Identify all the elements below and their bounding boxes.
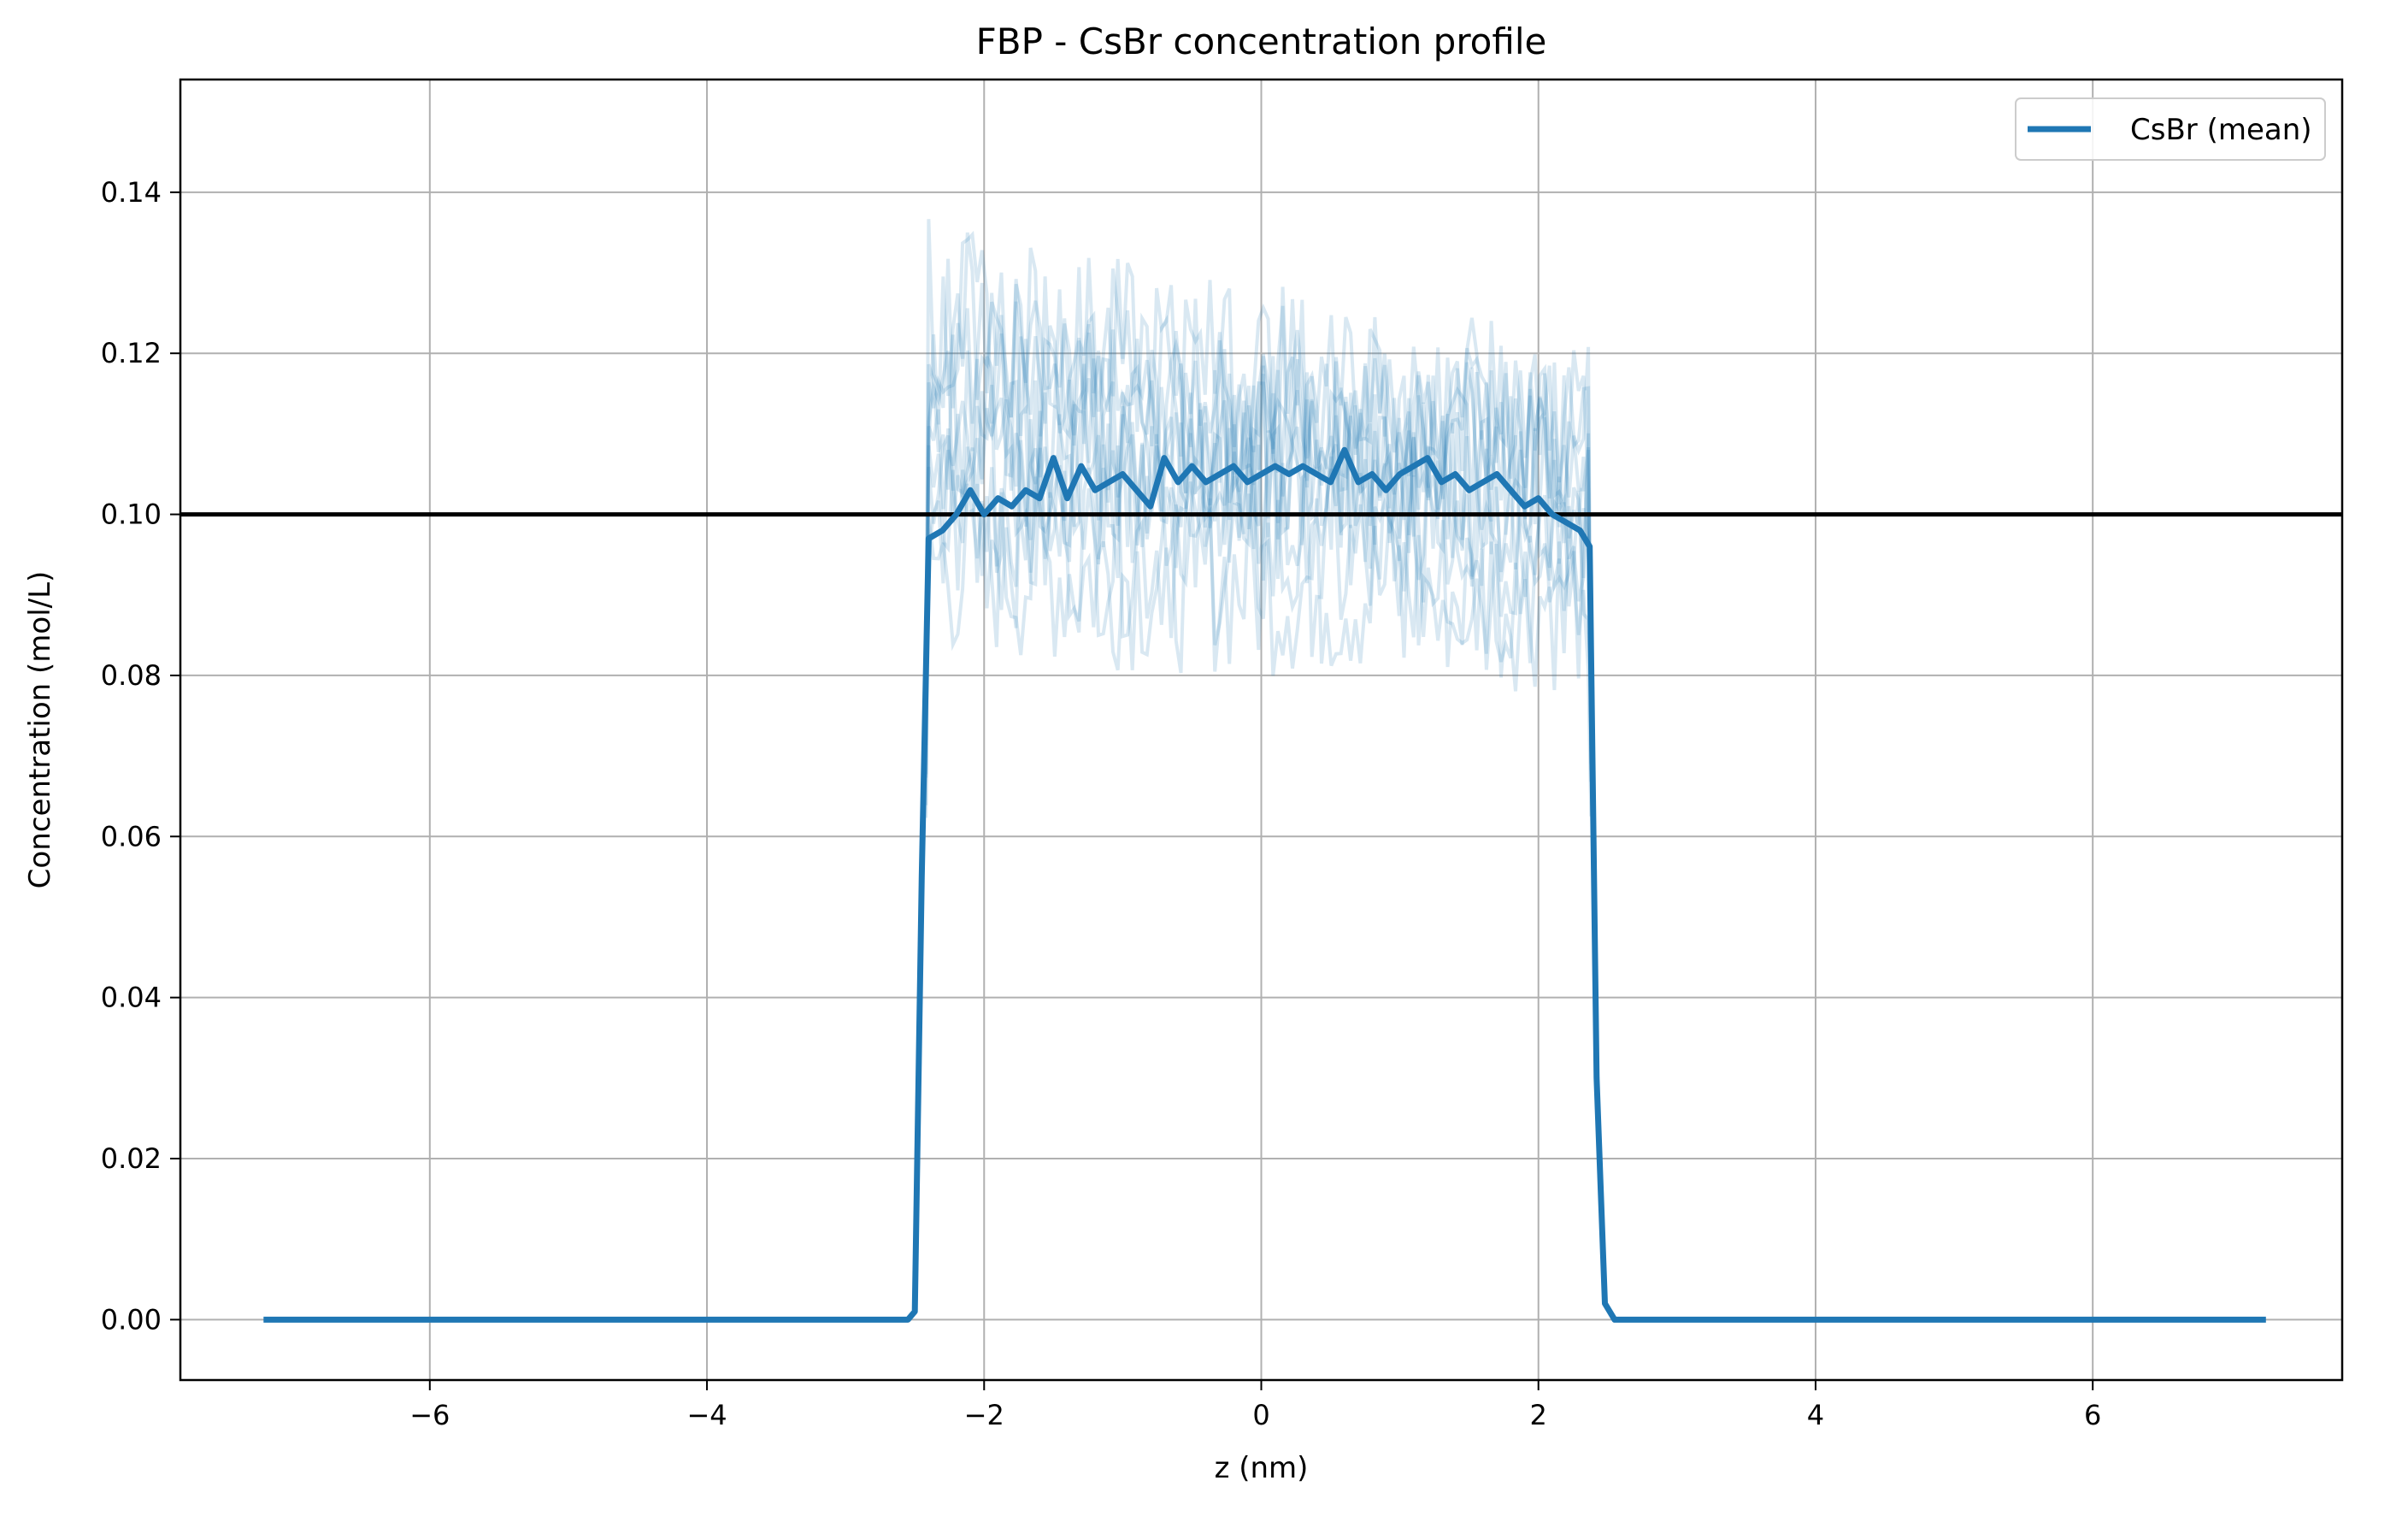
y-tick-label: 0.14 xyxy=(101,176,162,209)
x-tick-label: −6 xyxy=(409,1399,450,1431)
x-tick-label: 6 xyxy=(2084,1399,2101,1431)
chart-title: FBP - CsBr concentration profile xyxy=(976,21,1547,62)
x-tick-label: −2 xyxy=(964,1399,1004,1431)
x-tick-label: −4 xyxy=(686,1399,727,1431)
x-axis-label: z (nm) xyxy=(1215,1451,1309,1485)
x-tick-label: 0 xyxy=(1252,1399,1269,1431)
legend: CsBr (mean) xyxy=(2016,98,2325,160)
y-tick-label: 0.06 xyxy=(101,820,162,852)
y-tick-label: 0.00 xyxy=(101,1303,162,1336)
y-tick-label: 0.04 xyxy=(101,982,162,1014)
x-tick-label: 2 xyxy=(1530,1399,1547,1431)
x-tick-label: 4 xyxy=(1807,1399,1824,1431)
y-axis-label: Concentration (mol/L) xyxy=(23,571,57,889)
legend-label-csbr-mean: CsBr (mean) xyxy=(2130,113,2312,147)
y-tick-label: 0.10 xyxy=(101,498,162,531)
y-tick-label: 0.02 xyxy=(101,1142,162,1175)
y-tick-label: 0.08 xyxy=(101,659,162,692)
y-tick-label: 0.12 xyxy=(101,337,162,369)
